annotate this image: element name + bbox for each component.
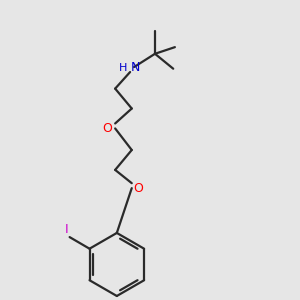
Text: O: O (103, 122, 112, 135)
Text: N: N (131, 61, 140, 74)
Text: O: O (134, 182, 143, 195)
Text: H: H (118, 63, 127, 73)
Text: I: I (64, 223, 68, 236)
